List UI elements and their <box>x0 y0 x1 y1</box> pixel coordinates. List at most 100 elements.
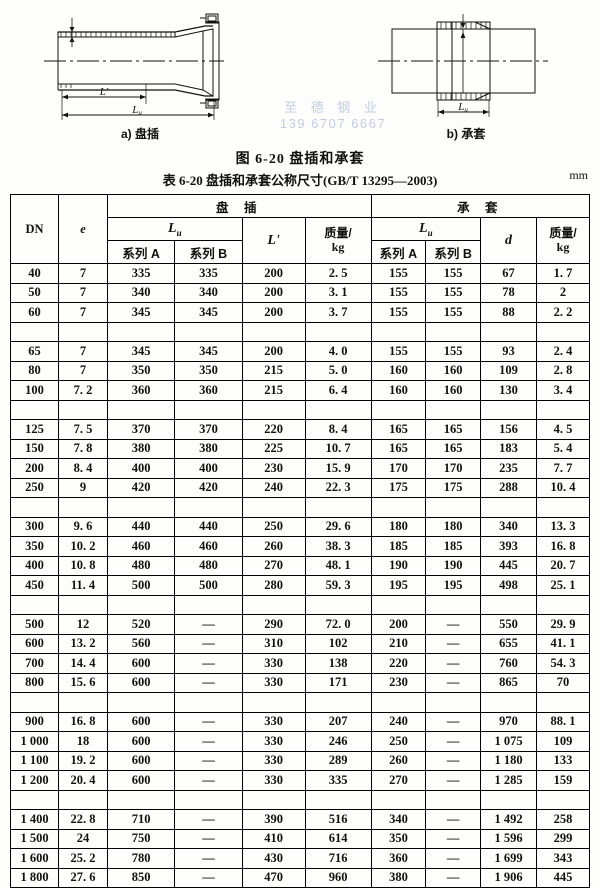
cell-d: 760 <box>480 653 537 674</box>
cell-m1: 72. 0 <box>304 614 372 635</box>
cell-lp: 390 <box>241 809 306 830</box>
cell-lu_a: 360 <box>106 380 176 401</box>
cell-lu_a: 600 <box>106 672 176 693</box>
cell-lu_a: 345 <box>106 302 176 323</box>
cell-lu_b: 335 <box>174 263 243 284</box>
cell-lu_a: 750 <box>106 828 176 849</box>
table-row: 65 7 345 345 200 4. 0 155 155 93 2. 4 <box>10 341 590 362</box>
spacer-cell <box>58 497 108 518</box>
table-row: 300 9. 6 440 440 250 29. 6 180 180 340 13. 3 <box>10 516 590 537</box>
spacer-cell <box>241 321 306 342</box>
cell-d: 288 <box>480 477 537 498</box>
spacer-cell <box>106 321 176 342</box>
cell-lp: 290 <box>241 614 306 635</box>
cell-m2: 88. 1 <box>536 711 590 732</box>
cell-lp: 225 <box>241 438 306 459</box>
cell-m2: 7. 7 <box>536 458 590 479</box>
cell-slu_a: 270 <box>370 770 427 791</box>
cell-m2: 29. 9 <box>536 614 590 635</box>
cell-slu_a: 190 <box>370 555 427 576</box>
spacer-cell <box>425 692 481 713</box>
cell-m2: 10. 4 <box>536 477 590 498</box>
cell-dn: 300 <box>10 516 59 537</box>
cell-m2: 13. 3 <box>536 516 590 537</box>
spacer-cell <box>106 594 176 615</box>
cell-slu_a: 350 <box>370 828 427 849</box>
header-row-series: 系列 A 系列 B 系列 A 系列 B <box>11 240 590 264</box>
cell-e: 9 <box>58 477 108 498</box>
cell-dn: 125 <box>10 419 59 440</box>
cell-lp: 260 <box>241 536 306 557</box>
cell-d: 1 075 <box>480 731 537 752</box>
table-row: 1 400 22. 8 710—390 516 340—1 492 258 <box>10 809 590 830</box>
cell-dn: 65 <box>10 341 59 362</box>
th-series-a-left: 系列 A <box>106 240 176 264</box>
cell-d: 93 <box>480 341 537 362</box>
cell-d: 445 <box>480 555 537 576</box>
cell-e: 25. 2 <box>58 848 108 869</box>
cell-slu_b: 190 <box>425 555 481 576</box>
cell-dn: 40 <box>10 263 59 284</box>
cell-e: 7. 5 <box>58 419 108 440</box>
cell-slu_b: — <box>425 770 481 791</box>
row-group-spacer <box>10 594 590 615</box>
cell-slu_a: 160 <box>370 360 427 381</box>
technical-drawing: L' Lu Lu a) 盘插 b) 承套 <box>44 13 548 141</box>
row-group-spacer <box>10 399 590 420</box>
cell-lu_a: 850 <box>106 867 176 888</box>
table-row: 80 7 350 350 215 5. 0 160 160 109 2. 8 <box>10 360 590 381</box>
cell-dn: 150 <box>10 438 59 459</box>
cell-m1: 3. 7 <box>304 302 372 323</box>
spacer-cell <box>480 399 537 420</box>
table-row: 250 9 420 420 240 22. 3 175 175 288 10. 4 <box>10 477 590 498</box>
cell-lu_b: — <box>174 672 243 693</box>
cell-lu_a: 335 <box>106 263 176 284</box>
cell-d: 1 596 <box>480 828 537 849</box>
spacer-cell <box>425 399 481 420</box>
cell-slu_b: — <box>425 653 481 674</box>
cell-lu_a: 400 <box>106 458 176 479</box>
cell-lu_b: 420 <box>174 477 243 498</box>
cell-m2: 41. 1 <box>536 633 590 654</box>
table-row: 125 7. 5 370 370 220 8. 4 165 165 156 4. 5 <box>10 419 590 440</box>
cell-slu_a: 240 <box>370 711 427 732</box>
subcaption-b: b) 承套 <box>447 126 487 141</box>
cell-m1: 5. 0 <box>304 360 372 381</box>
cell-dn: 250 <box>10 477 59 498</box>
cell-dn: 1 500 <box>10 828 59 849</box>
spacer-cell <box>106 497 176 518</box>
cell-dn: 200 <box>10 458 59 479</box>
cell-lu_a: 560 <box>106 633 176 654</box>
spacer-cell <box>536 594 590 615</box>
table-row: 500 12 520—290 72. 0 200—550 29. 9 <box>10 614 590 635</box>
cell-slu_b: 170 <box>425 458 481 479</box>
cell-lu_b: 360 <box>174 380 243 401</box>
cell-m2: 20. 7 <box>536 555 590 576</box>
cell-slu_b: 155 <box>425 302 481 323</box>
spacer-cell <box>58 321 108 342</box>
cell-lp: 240 <box>241 477 306 498</box>
cell-m1: 48. 1 <box>304 555 372 576</box>
cell-m2: 159 <box>536 770 590 791</box>
cell-slu_b: 180 <box>425 516 481 537</box>
cell-e: 22. 8 <box>58 809 108 830</box>
cell-m1: 22. 3 <box>304 477 372 498</box>
cell-slu_a: 175 <box>370 477 427 498</box>
cell-slu_a: 200 <box>370 614 427 635</box>
cell-m2: 2. 2 <box>536 302 590 323</box>
cell-lp: 330 <box>241 770 306 791</box>
document-page: L' Lu Lu a) 盘插 b) 承套 至 德 钢 业 139 6707 66… <box>10 13 591 888</box>
cell-slu_a: 260 <box>370 750 427 771</box>
table-row: 1 000 18 600—330 246 250—1 075 109 <box>10 731 590 752</box>
table-row: 350 10. 2 460 460 260 38. 3 185 185 393 16. 8 <box>10 536 590 557</box>
cell-lu_a: 340 <box>106 282 176 303</box>
cell-lp: 200 <box>241 302 306 323</box>
cell-e: 9. 6 <box>58 516 108 537</box>
spacer-cell <box>536 399 590 420</box>
cell-lu_b: 380 <box>174 438 243 459</box>
cell-slu_a: 165 <box>370 419 427 440</box>
cell-slu_a: 155 <box>370 263 427 284</box>
th-mass-left-bottom: kg <box>331 239 345 254</box>
cell-dn: 600 <box>10 633 59 654</box>
spacer-cell <box>241 497 306 518</box>
